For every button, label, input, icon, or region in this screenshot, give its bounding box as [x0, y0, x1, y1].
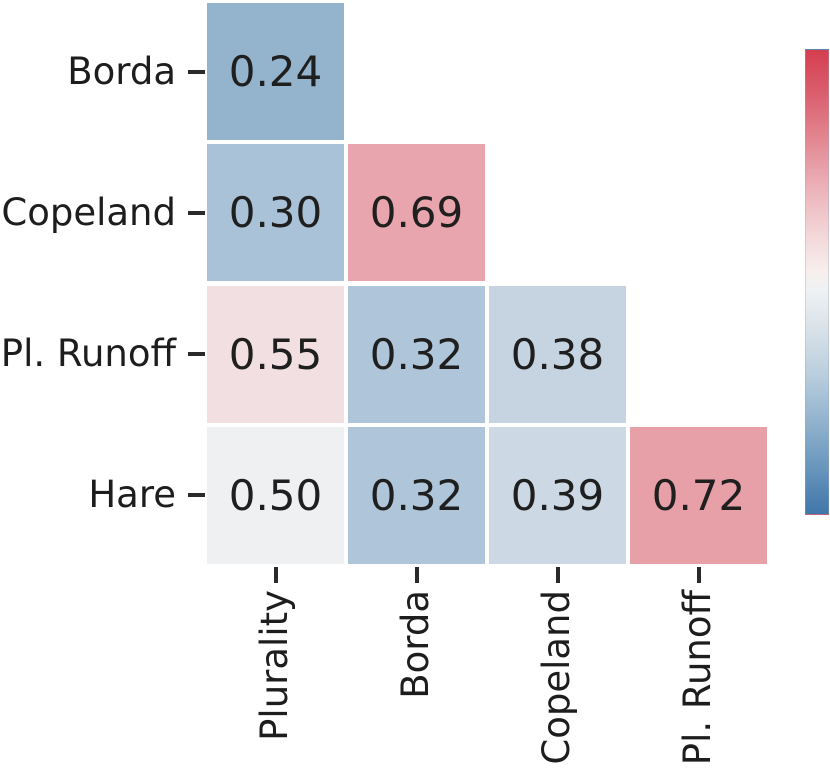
heatmap-cell-pl-runoff-copeland: 0.38 — [487, 284, 628, 425]
heatmap-cell-hare-copeland: 0.39 — [487, 425, 628, 566]
heatmap-cell-copeland-plurality: 0.30 — [205, 142, 346, 283]
y-tick-pl-runoff — [188, 352, 205, 356]
heatmap-cell-pl-runoff-plurality: 0.55 — [205, 284, 346, 425]
x-tick-pl-runoff — [697, 567, 701, 583]
y-label-hare: Hare — [88, 473, 176, 516]
x-label-pl-runoff: Pl. Runoff — [676, 590, 719, 766]
y-tick-copeland — [188, 211, 205, 215]
y-label-copeland: Copeland — [1, 191, 176, 234]
y-label-pl-runoff: Pl. Runoff — [0, 332, 176, 375]
x-tick-copeland — [556, 567, 560, 583]
y-tick-borda — [188, 70, 205, 74]
heatmap-cell-hare-plurality: 0.50 — [205, 425, 346, 566]
heatmap-cell-hare-pl-runoff: 0.72 — [628, 425, 769, 566]
colorbar — [805, 49, 829, 515]
x-label-copeland: Copeland — [535, 590, 578, 765]
x-tick-plurality — [274, 567, 278, 583]
x-label-borda: Borda — [394, 590, 437, 699]
heatmap-cell-pl-runoff-borda: 0.32 — [346, 284, 487, 425]
x-label-plurality: Plurality — [253, 590, 296, 741]
x-tick-borda — [415, 567, 419, 583]
y-label-borda: Borda — [67, 50, 176, 93]
heatmap-cell-hare-borda: 0.32 — [346, 425, 487, 566]
y-tick-hare — [188, 493, 205, 497]
heatmap-cell-borda-plurality: 0.24 — [205, 1, 346, 142]
heatmap-cell-copeland-borda: 0.69 — [346, 142, 487, 283]
